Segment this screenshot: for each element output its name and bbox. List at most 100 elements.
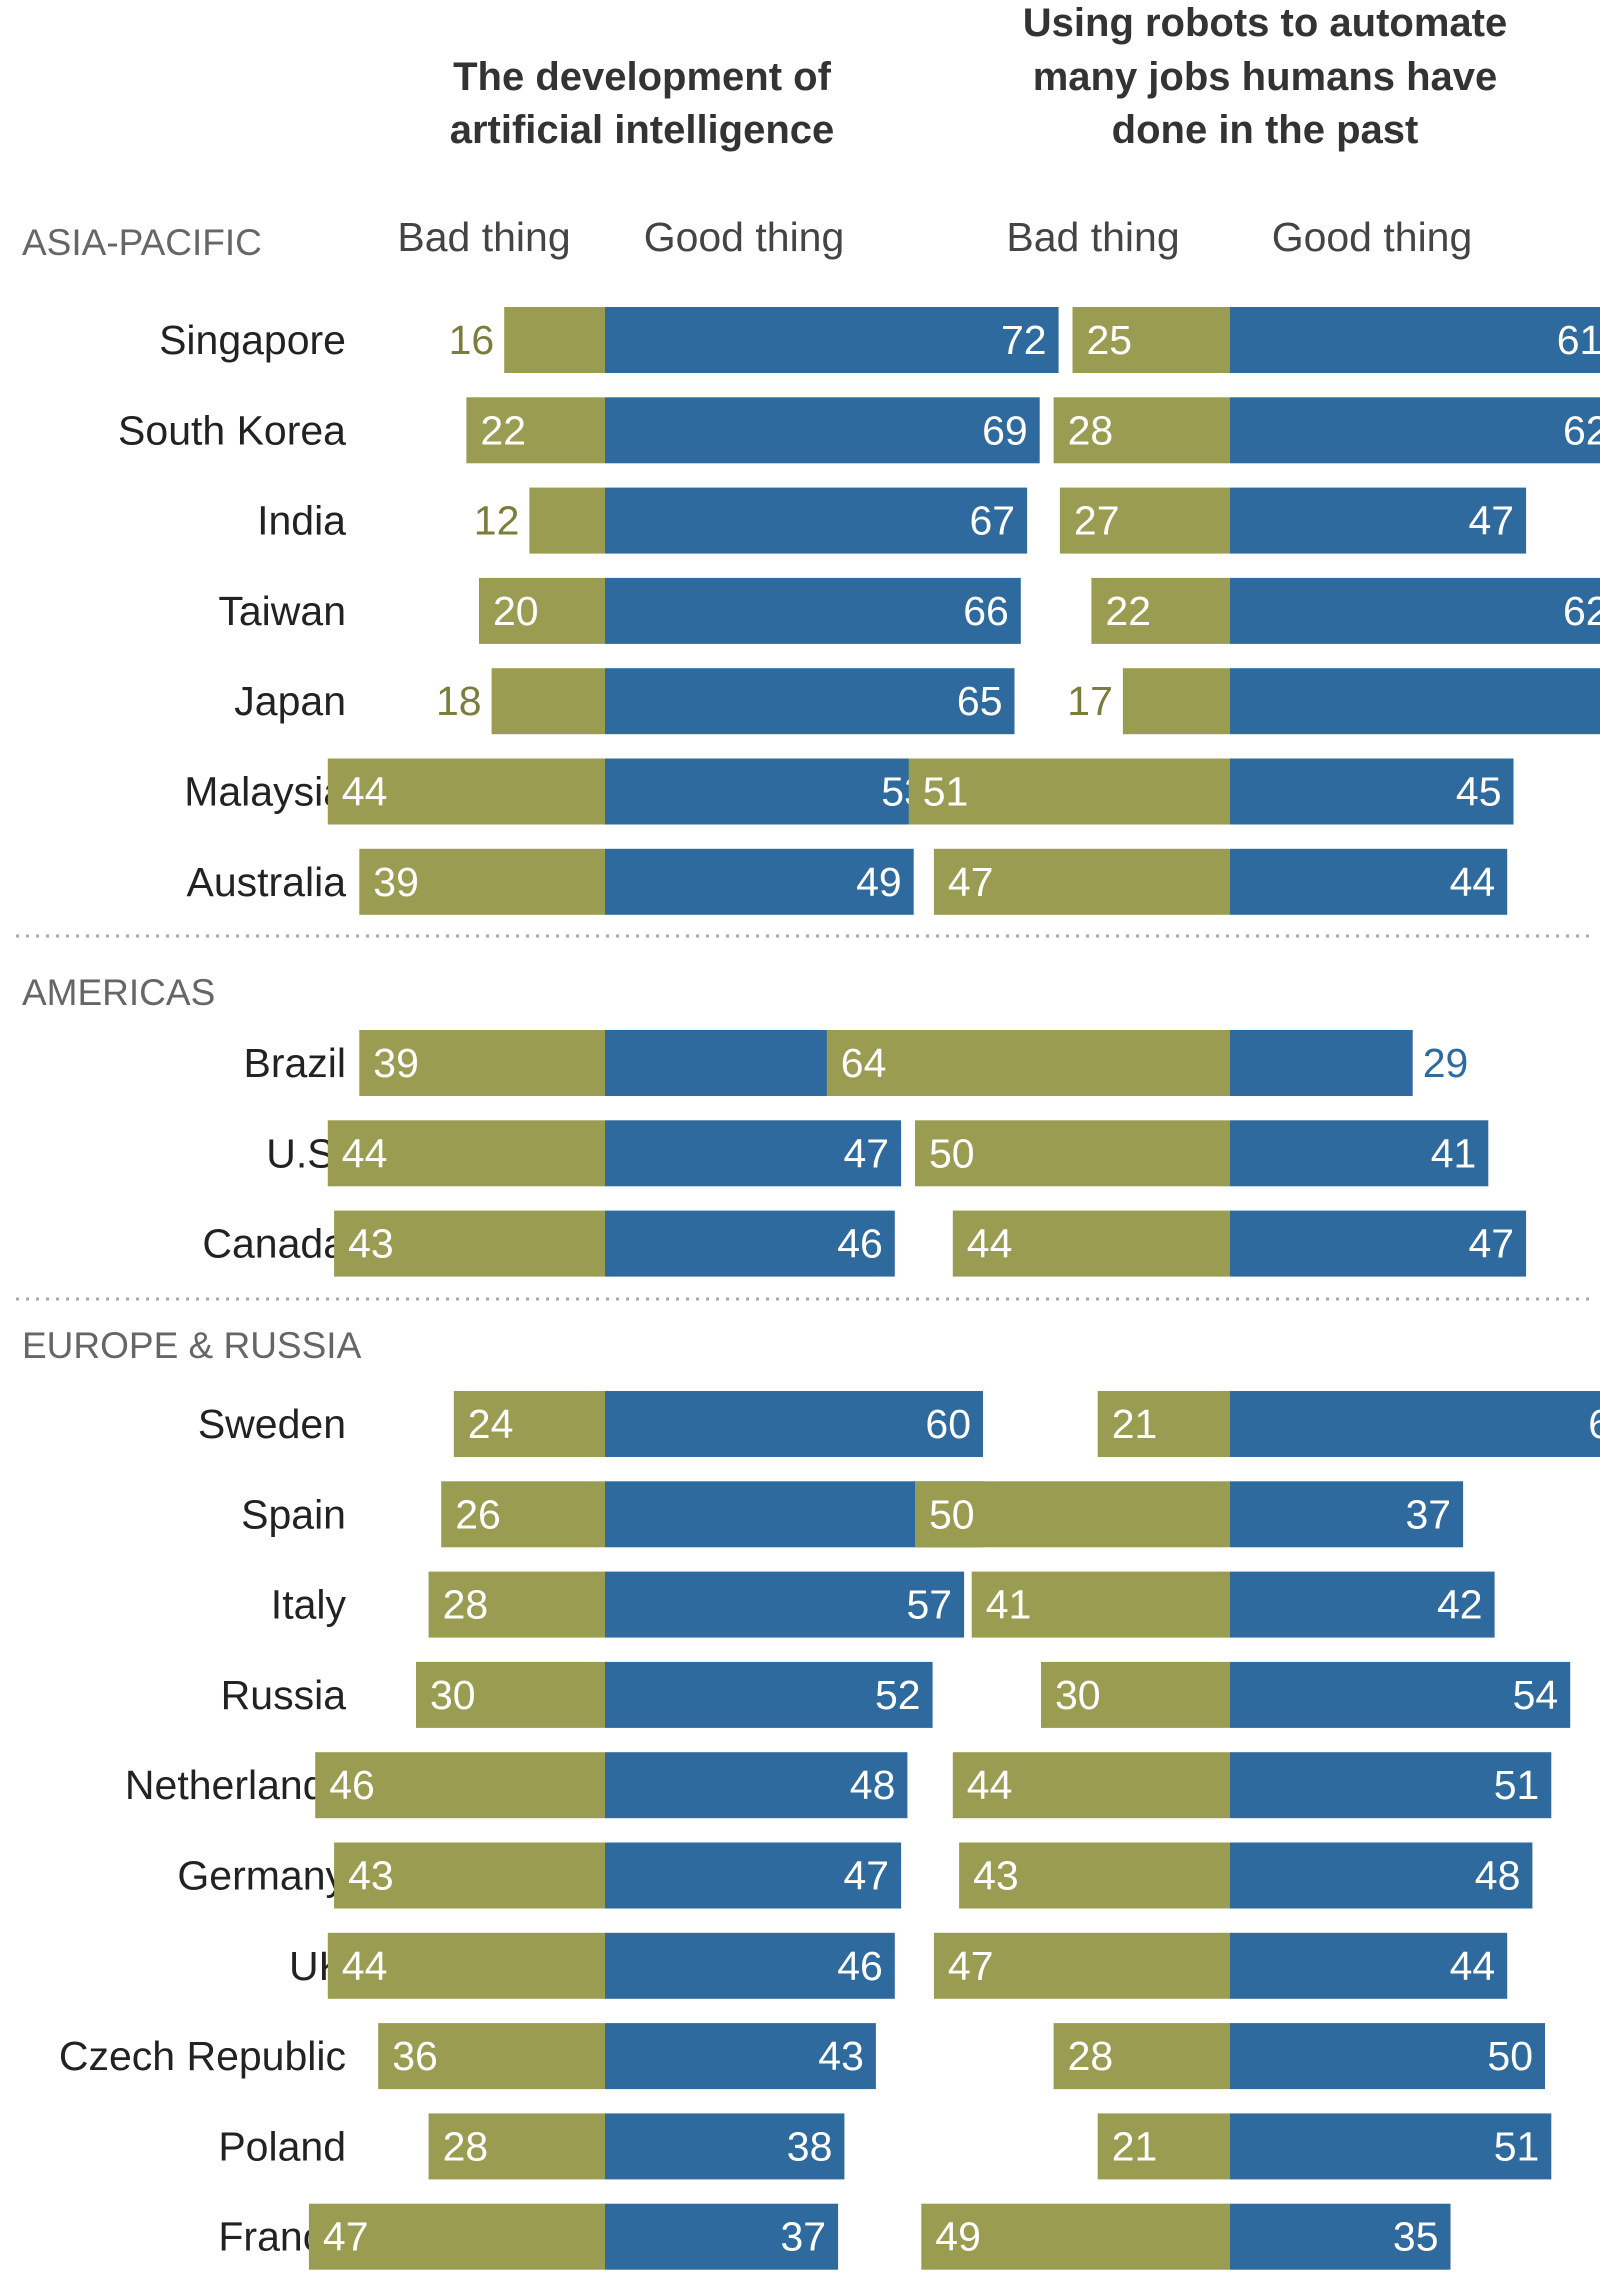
bar-good [605,758,939,825]
bar-bad [971,1571,1230,1638]
value-label-good: 65 [957,678,1003,724]
panel-title-line: The development of [453,55,831,99]
value-label-bad: 44 [342,1130,388,1176]
value-label-bad: 21 [1112,2123,1158,2169]
country-label: Australia [186,859,346,905]
value-label-good: 51 [1494,2123,1540,2169]
bar-bad [334,1210,605,1277]
value-label-good: 47 [843,1130,889,1176]
country-label: Spain [241,1491,346,1537]
value-label-good: 43 [818,2033,864,2079]
value-label-bad: 44 [967,1221,1013,1267]
bar-bad [441,1481,605,1548]
bar-good [605,1210,895,1277]
value-label-good: 47 [1468,1221,1514,1267]
panel-title-line: many jobs humans have [1033,55,1498,99]
value-label-good: 35 [1393,2214,1439,2260]
bar-good [1230,1030,1413,1096]
value-label-bad: 20 [493,588,539,634]
value-label-bad: 43 [348,1221,394,1267]
value-label-good: 61 [1557,317,1600,363]
value-label-good: 66 [963,588,1009,634]
bar-bad [359,1030,605,1096]
bar-good [605,487,1028,554]
bar-good [1230,577,1600,644]
value-label-good: 38 [787,2123,833,2169]
panel-title-line: Using robots to automate [1023,1,1507,45]
value-label-bad: 21 [1112,1401,1158,1447]
value-label-bad: 36 [392,2033,438,2079]
value-label-good: 49 [856,859,902,905]
country-label: Brazil [243,1040,346,1086]
value-label-bad: 30 [1055,1672,1101,1718]
value-label-good: 69 [982,407,1028,453]
region-label: AMERICAS [22,972,215,1013]
value-label-good: 44 [1450,1943,1496,1989]
bar-bad [1072,307,1230,373]
country-label: Russia [221,1672,347,1718]
value-label-bad: 44 [342,769,388,815]
panel-title-line: artificial intelligence [450,108,835,152]
bar-good [1230,1210,1527,1277]
bar-bad [1097,1391,1230,1457]
bar-good [605,2023,876,2090]
value-label-bad: 50 [929,1130,975,1176]
panel-title-line: done in the past [1112,108,1419,152]
value-label-bad: 28 [1068,407,1114,453]
value-label-bad: 64 [841,1040,887,1086]
bar-bad [915,1120,1230,1187]
bar-good [605,1571,965,1638]
bar-bad [1053,397,1230,464]
bar-bad [952,1210,1230,1277]
country-label: Germany [177,1853,346,1899]
bar-bad [453,1391,605,1457]
value-label-bad: 12 [474,498,520,544]
value-label-good: 66 [1588,1401,1600,1447]
value-label-bad: 44 [967,1762,1013,1808]
value-label-bad: 47 [323,2214,369,2260]
chart-body: ASIA-PACIFIC Singapore 16 72 25 61 South Korea… [16,222,1600,2270]
value-label-good: 41 [1431,1130,1477,1176]
column-header-good: Good thing [1272,214,1473,260]
bar-good [605,1391,983,1457]
value-label-good: 60 [925,1401,971,1447]
value-label-good: 48 [1475,1853,1521,1899]
country-label: Canada [202,1221,346,1267]
value-label-good: 37 [1405,1491,1451,1537]
bar-bad [327,758,605,825]
bar-good [605,397,1040,464]
value-label-bad: 28 [443,1582,489,1628]
country-label: Netherlands [125,1762,346,1808]
value-label-bad: 47 [948,1943,994,1989]
value-label-bad: 27 [1074,498,1120,544]
value-label-good: 62 [1563,588,1600,634]
value-label-bad: 39 [373,1040,419,1086]
value-label-good: 62 [1563,407,1600,453]
value-label-good: 50 [1487,2033,1533,2079]
country-label: Czech Republic [59,2033,346,2079]
bar-good [605,1842,902,1909]
bar-bad [921,2203,1230,2270]
bar-bad [308,2203,605,2270]
bar-good [1230,1120,1489,1187]
value-label-bad: 39 [373,859,419,905]
region-label: EUROPE & RUSSIA [22,1325,362,1366]
bar-good [605,1932,895,1999]
value-label-bad: 47 [948,859,994,905]
value-label-bad: 44 [342,1943,388,1989]
bar-good [1230,758,1514,825]
bar-bad [915,1481,1230,1548]
bar-bad [359,848,605,915]
bar-good [1230,2203,1451,2270]
value-label-good: 44 [1450,859,1496,905]
bar-bad [1041,1661,1230,1728]
bar-good [1230,1391,1600,1457]
value-label-bad: 43 [973,1853,1019,1899]
value-label-good: 47 [843,1853,889,1899]
value-label-good: 37 [780,2214,826,2260]
bar-bad [908,758,1230,825]
value-label-bad: 17 [1067,678,1113,724]
bar-bad [1091,577,1230,644]
value-label-bad: 22 [1105,588,1151,634]
